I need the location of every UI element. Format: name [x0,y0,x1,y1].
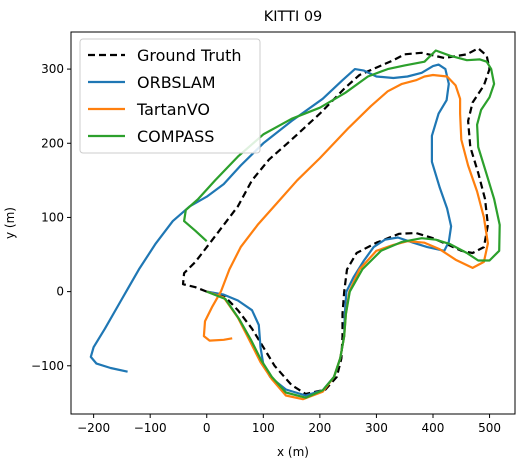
x-axis-ticks: −200 −100 0 100 200 300 400 500 [77,414,501,435]
legend-label-tartanvo: TartanVO [136,100,210,119]
legend-label-ground-truth: Ground Truth [137,46,242,65]
axes-frame [70,31,516,415]
y-tick-label: 100 [41,210,64,224]
chart-title: KITTI 09 [264,9,323,25]
legend-label-compass: COMPASS [137,127,214,146]
x-tick-label: 200 [308,421,331,435]
series-line-compass [183,49,501,399]
x-tick-label: 0 [203,421,211,435]
y-tick-label: −100 [31,359,64,373]
x-tick-label: 400 [422,421,445,435]
y-axis-label: y (m) [3,207,17,239]
x-tick-label: −100 [134,421,167,435]
x-tick-label: −200 [77,421,110,435]
y-tick-label: 0 [56,285,64,299]
x-tick-label: 300 [365,421,388,435]
x-axis-label: x (m) [277,445,309,459]
y-axis-ticks: −100 0 100 200 300 [31,62,71,373]
legend: Ground Truth ORBSLAM TartanVO COMPASS [79,38,261,154]
legend-box [79,38,261,154]
legend-label-orbslam: ORBSLAM [137,73,216,92]
x-tick-label: 500 [478,421,501,435]
series-line-ground-truth [181,47,491,396]
x-tick-label: 100 [252,421,275,435]
y-tick-label: 300 [41,62,64,76]
plot-area [89,47,501,401]
y-tick-label: 200 [41,136,64,150]
